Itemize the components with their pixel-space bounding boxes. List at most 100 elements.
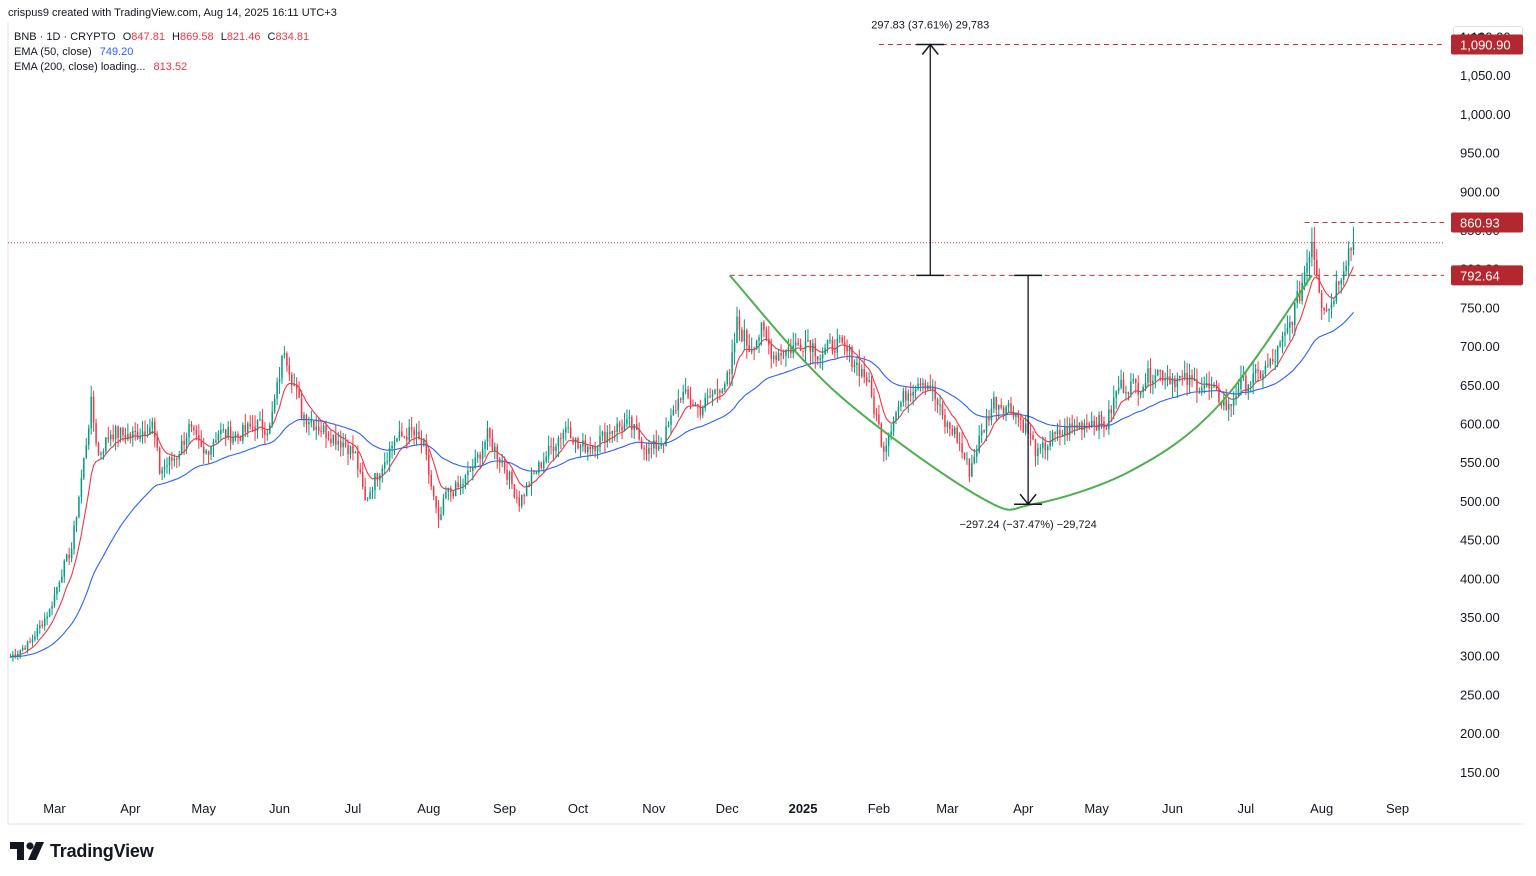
candle-body xyxy=(1274,361,1276,363)
candle-body xyxy=(1093,420,1095,426)
candle-body xyxy=(528,484,530,486)
candle-body xyxy=(1188,375,1191,385)
candle-body xyxy=(1232,399,1235,406)
candle-body xyxy=(675,410,677,412)
candle-body xyxy=(467,470,469,476)
candle-body xyxy=(418,431,420,439)
candle-body xyxy=(222,429,225,431)
ema50-row[interactable]: EMA (50, close) 749.20 xyxy=(14,45,309,60)
ema200-value: 813.52 xyxy=(153,61,188,73)
candle-body xyxy=(291,374,293,386)
candle-body xyxy=(1029,433,1032,435)
candle-body xyxy=(29,641,31,643)
candle-body xyxy=(814,343,817,357)
candle-body xyxy=(1007,403,1010,407)
candle-body xyxy=(425,440,428,455)
candle-body xyxy=(1323,307,1325,311)
candle-body xyxy=(472,467,474,471)
candle-body xyxy=(506,469,508,480)
candle-body xyxy=(327,438,330,440)
candle-body xyxy=(1208,383,1210,389)
candle-body xyxy=(310,420,313,423)
candle-body xyxy=(978,435,980,452)
candle-body xyxy=(176,458,178,460)
candle-body xyxy=(335,434,337,445)
candle-body xyxy=(398,431,401,439)
time-tick-label: Apr xyxy=(1013,801,1034,816)
ema200-row[interactable]: EMA (200, close) loading... 813.52 xyxy=(14,60,309,75)
candle-body xyxy=(220,429,222,434)
price-tag-label: 1,090.90 xyxy=(1460,38,1511,53)
candle-body xyxy=(944,415,946,427)
candle-body xyxy=(1125,392,1127,394)
candle-body xyxy=(215,440,217,443)
ema50-label: EMA (50, close) xyxy=(14,46,92,58)
candle-body xyxy=(975,451,978,457)
candle-body xyxy=(750,348,753,352)
candle-body xyxy=(1034,439,1037,457)
candle-body xyxy=(591,446,594,450)
candle-body xyxy=(726,372,728,385)
candle-body xyxy=(266,433,269,435)
candle-body xyxy=(90,396,92,429)
candle-body xyxy=(927,385,929,390)
candle-body xyxy=(288,365,291,375)
candle-body xyxy=(1117,387,1120,392)
candle-body xyxy=(1098,414,1100,431)
candle-body xyxy=(1042,442,1044,448)
candle-body xyxy=(1174,378,1176,388)
candle-body xyxy=(721,390,724,394)
candle-body xyxy=(63,560,66,577)
candle-body xyxy=(912,391,914,396)
candle-body xyxy=(19,650,21,654)
candle-body xyxy=(401,431,403,437)
candle-body xyxy=(966,458,968,460)
candle-body xyxy=(665,426,667,446)
candle-body xyxy=(154,421,156,438)
candle-body xyxy=(278,378,281,382)
candle-body xyxy=(92,396,95,423)
candle-body xyxy=(807,340,809,342)
candle-body xyxy=(501,462,503,464)
candle-body xyxy=(300,397,303,419)
candle-body xyxy=(1064,426,1066,435)
candle-body xyxy=(308,422,310,425)
candle-body xyxy=(934,386,936,400)
candle-body xyxy=(775,355,777,361)
candle-body xyxy=(1225,400,1228,410)
candle-body xyxy=(1022,419,1024,433)
candle-body xyxy=(931,386,934,390)
candle-body xyxy=(403,436,406,438)
candle-body xyxy=(599,435,601,448)
candle-body xyxy=(1330,303,1333,309)
candle-body xyxy=(1157,370,1159,376)
symbol-row[interactable]: BNB · 1D · CRYPTO O847.81 H869.58 L821.4… xyxy=(14,30,309,45)
candle-body xyxy=(264,430,266,435)
candle-body xyxy=(31,639,34,642)
candle-body xyxy=(1264,365,1267,375)
candle-body xyxy=(829,340,831,342)
candle-body xyxy=(445,492,447,499)
candle-body xyxy=(80,477,83,498)
tradingview-logo[interactable]: TradingView xyxy=(10,838,154,864)
candle-body xyxy=(865,377,868,382)
candle-body xyxy=(949,422,951,429)
candle-body xyxy=(1005,406,1007,414)
candle-body xyxy=(1350,248,1352,251)
candle-body xyxy=(349,445,352,455)
candle-body xyxy=(508,471,511,480)
candle-body xyxy=(1179,376,1181,379)
candle-body xyxy=(386,461,388,463)
candle-body xyxy=(134,431,136,433)
low-value: 821.46 xyxy=(226,31,261,43)
candle-body xyxy=(787,347,790,350)
candle-body xyxy=(1218,388,1220,403)
candle-body xyxy=(105,437,107,452)
candle-body xyxy=(746,330,748,346)
candle-body xyxy=(259,419,261,421)
candle-body xyxy=(557,437,560,447)
candle-body xyxy=(494,446,496,451)
candle-body xyxy=(809,340,812,352)
candle-body xyxy=(887,434,890,446)
